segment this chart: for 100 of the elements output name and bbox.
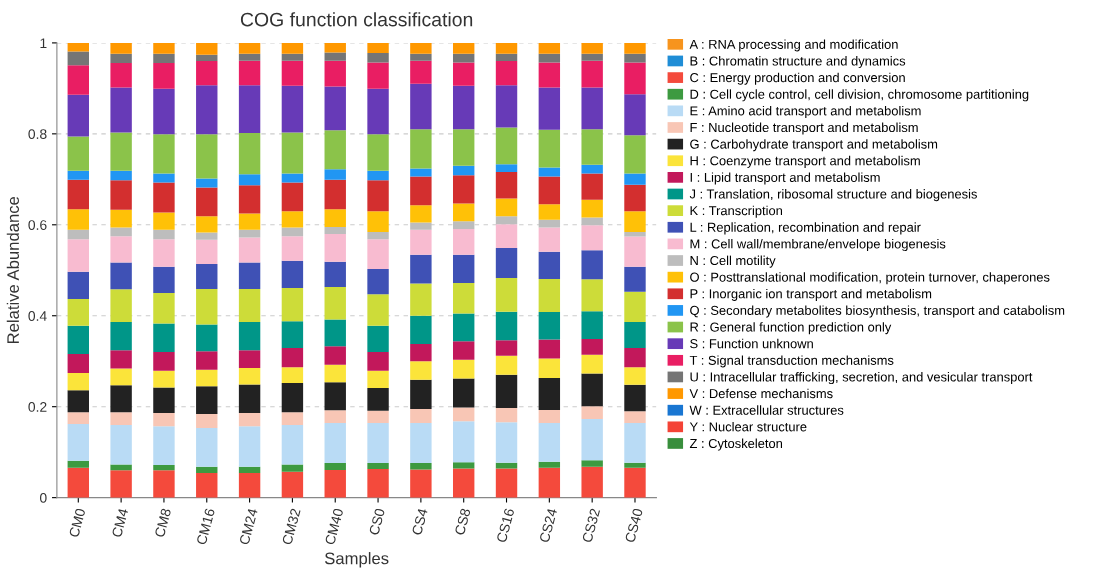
- bar: [410, 254, 432, 284]
- legend-label: U : Intracellular trafficking, secretion, and vesicular transport: [690, 372, 1033, 385]
- bar: [367, 268, 389, 295]
- bar: [67, 353, 89, 374]
- bar: [281, 211, 304, 228]
- bar: [153, 464, 175, 471]
- bar: [67, 209, 89, 230]
- bar: [410, 315, 432, 344]
- bar: [153, 42, 175, 54]
- bar: [110, 209, 132, 228]
- bar: [153, 212, 175, 230]
- bar: [324, 86, 346, 131]
- bar: [238, 85, 261, 133]
- bar: [495, 374, 518, 409]
- y-tick-label: 0.2: [28, 402, 47, 412]
- bar: [196, 324, 218, 352]
- bar: [367, 325, 389, 353]
- bar: [538, 251, 561, 279]
- bar: [281, 85, 304, 133]
- bar: [581, 418, 603, 461]
- bar: [495, 42, 518, 54]
- bar: [538, 423, 561, 462]
- legend-label: G : Carbohydrate transport and metabolism: [690, 139, 938, 152]
- legend-label: C : Energy production and conversion: [690, 72, 905, 85]
- bar: [495, 355, 518, 375]
- bar: [196, 386, 218, 414]
- bar: [238, 237, 261, 263]
- bar: [495, 198, 518, 217]
- bar: [153, 370, 175, 388]
- bar: [281, 424, 304, 465]
- bar: [495, 247, 518, 278]
- bar: [452, 42, 475, 54]
- bar: [538, 53, 561, 63]
- bar: [153, 426, 175, 465]
- bar: [67, 373, 89, 391]
- bar: [581, 173, 603, 200]
- bar: [624, 53, 646, 63]
- bar: [495, 61, 518, 86]
- bar: [238, 60, 261, 86]
- bar: [281, 236, 304, 261]
- bar: [581, 199, 603, 218]
- bar: [238, 185, 261, 214]
- bar: [538, 312, 561, 340]
- bar: [624, 467, 646, 498]
- bar: [110, 350, 132, 369]
- bar: [624, 135, 646, 174]
- bar: [581, 164, 603, 174]
- bar: [153, 88, 175, 135]
- bar: [67, 65, 89, 95]
- bar: [538, 176, 561, 205]
- bar: [110, 53, 132, 63]
- bar: [324, 382, 346, 411]
- bar: [324, 179, 346, 210]
- bar: [538, 62, 561, 88]
- bar: [281, 471, 304, 498]
- bar: [238, 213, 261, 230]
- bar: [67, 298, 89, 326]
- legend-label: N : Cell motility: [690, 255, 776, 268]
- bar: [452, 421, 475, 463]
- bar: [281, 227, 304, 237]
- bar: [452, 283, 475, 314]
- bar: [324, 209, 346, 228]
- bar: [110, 87, 132, 133]
- legend-label: P : Inorganic ion transport and metabolism: [690, 288, 932, 301]
- legend-label: O : Posttranslational modification, protein turnover, chaperones: [690, 272, 1050, 285]
- bar: [238, 413, 261, 427]
- bar: [452, 221, 475, 229]
- legend-label: S : Function unknown: [690, 338, 813, 349]
- bar: [281, 53, 304, 61]
- bar: [495, 278, 518, 312]
- bar: [410, 469, 432, 498]
- bar: [410, 176, 432, 206]
- bar: [238, 42, 261, 54]
- bar: [153, 323, 175, 353]
- bar: [238, 322, 261, 351]
- bar: [581, 225, 603, 251]
- bar: [67, 170, 89, 180]
- bar: [238, 350, 261, 369]
- bar: [110, 262, 132, 290]
- bar: [581, 217, 603, 226]
- bar: [452, 254, 475, 283]
- bar: [624, 411, 646, 424]
- bar: [624, 423, 646, 463]
- bar: [367, 62, 389, 89]
- bar: [624, 291, 646, 323]
- bar: [410, 129, 432, 169]
- bar: [196, 428, 218, 467]
- bar: [324, 227, 346, 234]
- bar: [452, 175, 475, 204]
- bar: [153, 53, 175, 63]
- bar: [324, 463, 346, 470]
- y-tick-label: 0.6: [28, 220, 47, 230]
- x-tick-label: CM16: [196, 508, 215, 546]
- bar: [324, 319, 346, 347]
- x-axis-title: Samples: [324, 552, 389, 568]
- bar: [495, 172, 518, 199]
- bar: [110, 424, 132, 465]
- bar: [538, 358, 561, 379]
- bar: [367, 352, 389, 371]
- bar: [624, 462, 646, 468]
